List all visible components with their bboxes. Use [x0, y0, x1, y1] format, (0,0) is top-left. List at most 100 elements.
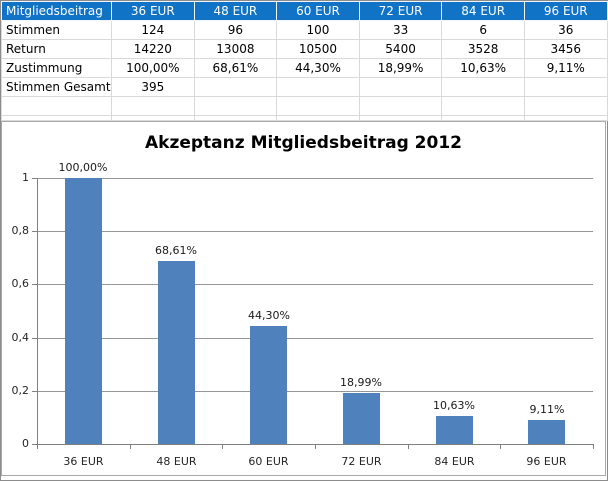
value-cell[interactable]: 33 [358, 20, 443, 40]
value-cell[interactable] [441, 77, 525, 97]
x-axis-tick [222, 445, 224, 449]
header-cell-category[interactable]: 84 EUR [441, 1, 525, 21]
bar-segment[interactable] [158, 261, 195, 444]
x-axis-tick [37, 445, 38, 449]
value-cell[interactable]: 10500 [276, 39, 360, 59]
empty-cell [441, 115, 525, 121]
value-cell[interactable]: 44,30% [276, 58, 360, 78]
table-row: Stimmen Gesamt 395 [1, 77, 608, 97]
y-axis-line [37, 178, 38, 445]
table-row: Stimmen 124 96 100 33 6 36 [1, 20, 608, 40]
x-axis-label: 60 EUR [248, 455, 289, 468]
x-axis-tick [315, 445, 316, 449]
header-cell-row-title[interactable]: Mitgliedsbeitrag [1, 1, 112, 21]
x-axis-tick [593, 445, 594, 449]
value-cell[interactable]: 6 [441, 20, 525, 40]
table-row-partial [1, 115, 608, 121]
row-label-cell[interactable]: Stimmen Gesamt [1, 77, 112, 97]
value-cell[interactable]: 100,00% [111, 58, 195, 78]
value-cell[interactable] [358, 96, 443, 116]
x-axis-line [37, 444, 594, 445]
header-cell-category[interactable]: 60 EUR [276, 1, 360, 21]
value-cell[interactable]: 3456 [523, 39, 608, 59]
bar-data-label: 68,61% [155, 244, 197, 257]
y-axis-label: 0,6 [11, 277, 30, 291]
header-cell-category[interactable]: 36 EUR [111, 1, 195, 21]
y-axis-label: 0,4 [11, 330, 30, 344]
empty-cell [1, 115, 112, 121]
value-cell[interactable]: 10,63% [441, 58, 525, 78]
y-axis-tick [32, 231, 37, 233]
y-axis-label: 1 [22, 171, 29, 184]
y-axis-tick [32, 337, 37, 339]
y-gridline [37, 284, 593, 286]
value-cell[interactable] [276, 96, 360, 116]
value-cell[interactable] [193, 77, 278, 97]
value-cell[interactable] [358, 77, 443, 97]
y-axis-tick [32, 178, 37, 179]
bar-data-label: 100,00% [58, 161, 108, 174]
value-cell[interactable]: 100 [276, 20, 360, 40]
value-cell[interactable]: 36 [523, 20, 608, 40]
data-table: Mitgliedsbeitrag 36 EUR 48 EUR 60 EUR 72 EUR… [1, 1, 608, 121]
bar-data-label: 9,11% [529, 403, 565, 416]
empty-cell [111, 115, 195, 121]
value-cell[interactable]: 124 [111, 20, 195, 40]
bar-segment[interactable] [528, 420, 565, 444]
value-cell[interactable] [523, 96, 608, 116]
x-axis-label: 84 EUR [434, 455, 475, 468]
table-row [1, 96, 608, 116]
table-body: Stimmen 124 96 100 33 6 36 Return 14220 13008 1050… [1, 20, 608, 121]
bar-chart[interactable]: Akzeptanz Mitgliedsbeitrag 2012 1 0,8 0,6 0… [1, 121, 606, 476]
bar-data-label: 18,99% [340, 376, 382, 389]
value-cell[interactable]: 5400 [358, 39, 443, 59]
y-gridline [37, 231, 593, 233]
empty-cell [193, 115, 278, 121]
value-cell[interactable] [276, 77, 360, 97]
value-cell[interactable]: 96 [193, 20, 278, 40]
table-row: Zustimmung 100,00% 68,61% 44,30% 18,99% 10,63… [1, 58, 608, 78]
value-cell[interactable] [441, 96, 525, 116]
value-cell[interactable] [111, 96, 195, 116]
table-row: Return 14220 13008 10500 5400 3528 3456 [1, 39, 608, 59]
empty-cell [358, 115, 443, 121]
empty-cell [523, 115, 608, 121]
value-cell[interactable]: 9,11% [523, 58, 608, 78]
value-cell[interactable]: 18,99% [358, 58, 443, 78]
table-header-row: Mitgliedsbeitrag 36 EUR 48 EUR 60 EUR 72 EUR… [1, 1, 608, 21]
row-label-cell[interactable]: Return [1, 39, 112, 59]
bar-segment[interactable] [343, 393, 380, 444]
y-gridline [37, 337, 593, 339]
bar-segment[interactable] [65, 178, 102, 444]
row-label-cell[interactable]: Stimmen [1, 20, 112, 40]
y-axis-label: 0,8 [11, 224, 30, 238]
y-axis-tick [32, 390, 37, 392]
x-axis-tick [407, 445, 409, 449]
value-cell[interactable]: 3528 [441, 39, 525, 59]
value-cell[interactable]: 14220 [111, 39, 195, 59]
y-axis-label: 0 [22, 437, 29, 450]
x-axis-tick [500, 445, 502, 449]
header-cell-category[interactable]: 48 EUR [193, 1, 278, 21]
row-label-cell[interactable]: Zustimmung [1, 58, 112, 78]
header-cell-category[interactable]: 72 EUR [358, 1, 443, 21]
value-cell[interactable] [193, 96, 278, 116]
x-axis-label: 72 EUR [341, 455, 382, 468]
y-gridline [37, 178, 593, 179]
chart-title: Akzeptanz Mitgliedsbeitrag 2012 [145, 133, 462, 153]
bar-segment[interactable] [436, 416, 473, 444]
x-axis-label: 96 EUR [526, 455, 567, 468]
bar-data-label: 44,30% [248, 309, 290, 322]
y-axis-tick [32, 444, 37, 445]
header-cell-category[interactable]: 96 EUR [523, 1, 608, 21]
value-cell[interactable]: 68,61% [193, 58, 278, 78]
x-axis-label: 36 EUR [63, 455, 104, 468]
x-axis-tick [129, 445, 131, 449]
value-cell[interactable]: 395 [111, 77, 195, 97]
bar-segment[interactable] [250, 326, 287, 444]
x-axis-label: 48 EUR [156, 455, 197, 468]
row-label-cell[interactable] [1, 96, 112, 116]
value-cell[interactable] [523, 77, 608, 97]
value-cell[interactable]: 13008 [193, 39, 278, 59]
